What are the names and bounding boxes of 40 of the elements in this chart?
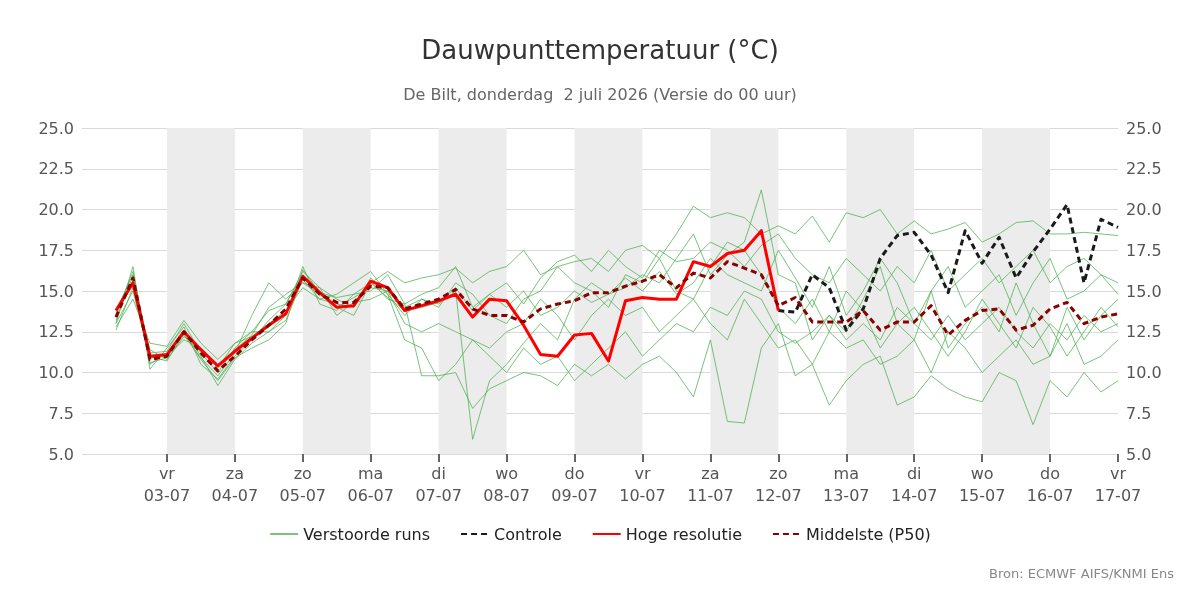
y-tick-label: 17.5 <box>38 240 74 260</box>
y-tick-label: 5.0 <box>48 444 74 464</box>
x-tick-label: di 07-07 <box>415 463 462 505</box>
y-tick-label: 15.0 <box>38 281 74 301</box>
chart-title: Dauwpunttemperatuur (°C) <box>421 35 779 65</box>
x-tick-label: ma 13-07 <box>823 463 870 505</box>
y-tick-label: 7.5 <box>48 403 74 423</box>
y2-tick-label: 10.0 <box>1126 363 1162 382</box>
y2-tick-label: 15.0 <box>1126 281 1162 301</box>
x-tick-label: vr 10-07 <box>619 463 666 505</box>
x-tick-label: zo 05-07 <box>279 463 327 505</box>
x-tick-label: wo 15-07 <box>958 463 1006 505</box>
x-tick-label: do 09-07 <box>551 463 598 505</box>
y2-tick-label: 17.5 <box>1126 240 1162 260</box>
y2-tick-label: 7.5 <box>1126 403 1152 423</box>
y-tick-label: 12.5 <box>38 322 74 342</box>
x-tick-label: wo 08-07 <box>483 463 530 505</box>
legend-label: Controle <box>494 524 562 544</box>
x-tick-label: za 11-07 <box>687 463 734 505</box>
y2-tick-label: 12.5 <box>1126 322 1162 342</box>
legend-label: Hoge resolutie <box>625 524 742 544</box>
legend-label: Middelste (P50) <box>805 524 931 544</box>
x-tick-label: ma 06-07 <box>347 463 394 505</box>
text: Bron: ECMWF AIFS/KNMI Ens <box>989 566 1175 581</box>
y-tick-label: 22.5 <box>38 159 74 179</box>
x-tick-label: za 04-07 <box>211 463 259 505</box>
chart-subtitle: De Bilt, donderdag 2 juli 2026 (Versie do 00 uur) <box>403 84 797 104</box>
x-tick-label: di 14-07 <box>890 463 938 505</box>
x-tick-label: vr 03-07 <box>143 463 191 505</box>
y-tick-label: 20.0 <box>38 200 74 219</box>
x-tick-label: do 16-07 <box>1026 463 1074 505</box>
y2-tick-label: 20.0 <box>1126 200 1162 219</box>
y2-tick-label: 5.0 <box>1126 444 1152 464</box>
legend-label: Verstoorde runs <box>303 524 431 544</box>
y2-tick-label: 25.0 <box>1126 118 1162 138</box>
x-tick-label: zo 12-07 <box>755 463 802 505</box>
x-tick-label: vr 17-07 <box>1094 463 1142 505</box>
y-tick-label: 10.0 <box>38 363 74 382</box>
y2-tick-label: 22.5 <box>1126 159 1162 179</box>
y-tick-label: 25.0 <box>38 118 74 138</box>
